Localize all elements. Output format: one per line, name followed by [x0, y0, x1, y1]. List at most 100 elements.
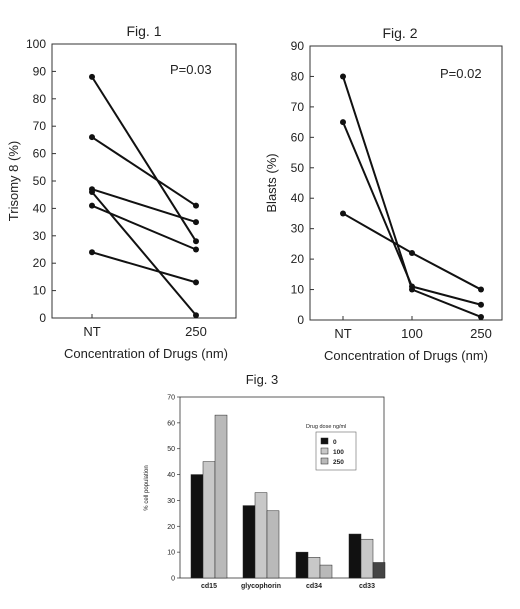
fig1-series-line [91, 251, 197, 284]
fig2-y-tick-label: 10 [291, 283, 305, 297]
fig1-title: Fig. 1 [126, 23, 161, 39]
fig3-y-tick-label: 50 [167, 446, 175, 453]
fig3-bar [266, 510, 280, 579]
fig2-y-tick-label: 40 [291, 191, 305, 205]
fig1-y-tick-label: 60 [33, 147, 47, 161]
fig2-x-tick-label: NT [334, 326, 351, 341]
fig2-x-tick-label: 100 [401, 326, 423, 341]
fig2-data-point [340, 210, 346, 217]
fig3-bar [295, 551, 309, 579]
fig2-chart: Fig. 2 P=0.02 Blasts (%) Concentration o… [264, 25, 503, 363]
fig1-y-tick-label: 0 [39, 311, 46, 325]
fig3-y-tick-label: 40 [167, 472, 175, 479]
fig2-x-tick-label: 250 [470, 326, 492, 341]
fig1-x-tick-label: NT [83, 324, 100, 339]
fig1-series-line [91, 188, 197, 224]
fig2-data-point [409, 283, 415, 290]
fig2-title: Fig. 2 [382, 25, 417, 41]
fig1-data-point [193, 279, 199, 286]
fig3-title: Fig. 3 [246, 372, 279, 387]
fig1-data-point [193, 312, 199, 319]
fig3-bar [242, 505, 256, 579]
fig3-legend-label: 250 [333, 459, 344, 466]
fig2-y-tick-label: 20 [291, 252, 305, 266]
fig3-bar [254, 492, 268, 579]
fig1-data-point [193, 238, 199, 245]
fig3-bar [360, 538, 374, 579]
fig3-legend-title: Drug dose ng/ml [306, 424, 346, 430]
fig2-y-tick-label: 60 [291, 130, 305, 144]
fig2-plot-frame [309, 45, 503, 321]
fig3-x-tick-label: cd34 [306, 583, 322, 590]
fig3-bar [202, 461, 216, 579]
fig1-data-point [89, 134, 95, 141]
fig3-bar [372, 562, 386, 579]
fig2-data-point [340, 119, 346, 126]
fig3-legend: Drug dose ng/ml 0 100 250 [306, 424, 357, 471]
fig3-legend-frame [315, 431, 357, 471]
fig3-x-tick-label: cd33 [359, 583, 375, 590]
fig2-data-point [478, 301, 484, 308]
fig3-bar [214, 414, 228, 579]
fig3-bar [348, 533, 362, 579]
fig3-legend-swatch [320, 437, 329, 445]
fig3-y-tick-label: 60 [167, 420, 175, 427]
fig2-y-tick-label: 30 [291, 222, 305, 236]
fig1-series-line [91, 191, 197, 316]
fig1-plot-frame [51, 43, 237, 319]
fig3-y-tick-label: 70 [167, 395, 175, 402]
fig2-data-point [478, 313, 484, 320]
fig1-data-point [89, 73, 95, 80]
fig2-data-point [478, 286, 484, 293]
fig3-y-axis-label: % cell population [144, 465, 150, 510]
fig3-bar [190, 474, 204, 579]
fig2-annotation: P=0.02 [440, 66, 482, 81]
fig3-legend-label: 100 [333, 449, 344, 456]
fig3-x-tick-label: glycophorin [241, 583, 281, 590]
fig3-y-tick-label: 0 [171, 576, 175, 583]
fig1-x-tick-label: 250 [185, 324, 207, 339]
fig2-series-line [342, 121, 482, 306]
fig1-y-tick-label: 70 [33, 119, 47, 133]
fig1-y-tick-label: 20 [33, 256, 47, 270]
fig3-legend-swatch [320, 447, 329, 455]
fig3-x-tick-label: cd15 [201, 583, 217, 590]
fig2-data-point [340, 73, 346, 80]
fig3-plot-frame [179, 396, 385, 579]
fig1-y-tick-label: 50 [33, 174, 47, 188]
fig2-x-axis-label: Concentration of Drugs (nm) [324, 348, 488, 363]
fig3-y-tick-label: 10 [167, 550, 175, 557]
fig1-y-tick-label: 40 [33, 201, 47, 215]
fig2-y-tick-label: 0 [297, 313, 304, 327]
fig1-data-point [193, 219, 199, 226]
fig1-annotation: P=0.03 [170, 62, 212, 77]
fig1-series-line [91, 76, 197, 242]
fig2-y-tick-label: 50 [291, 161, 305, 175]
fig1-y-tick-label: 100 [26, 37, 46, 51]
fig1-series-line [91, 204, 197, 251]
fig1-data-point [89, 249, 95, 256]
fig3-bar [319, 564, 333, 579]
fig3-legend-label: 0 [333, 439, 337, 446]
fig2-y-tick-label: 80 [291, 69, 305, 83]
fig1-y-tick-label: 30 [33, 229, 47, 243]
fig2-y-axis-label: Blasts (%) [264, 153, 279, 212]
fig2-y-tick-label: 90 [291, 39, 305, 53]
fig3-bar [307, 557, 321, 579]
fig3-y-tick-label: 20 [167, 524, 175, 531]
fig1-y-tick-label: 80 [33, 92, 47, 106]
fig1-data-point [193, 202, 199, 209]
fig1-y-axis-label: Trisomy 8 (%) [6, 141, 21, 221]
fig1-data-point [193, 246, 199, 253]
fig1-chart: Fig. 1 P=0.03 Trisomy 8 (%) Concentratio… [6, 23, 237, 361]
fig2-y-tick-label: 70 [291, 100, 305, 114]
fig2-series-line [342, 76, 482, 318]
fig3-legend-swatch [320, 457, 329, 465]
fig1-data-point [89, 188, 95, 195]
fig1-data-point [89, 202, 95, 209]
fig1-x-axis-label: Concentration of Drugs (nm) [64, 346, 228, 361]
fig2-data-point [409, 250, 415, 257]
fig1-y-tick-label: 10 [33, 284, 47, 298]
fig1-y-tick-label: 90 [33, 64, 47, 78]
